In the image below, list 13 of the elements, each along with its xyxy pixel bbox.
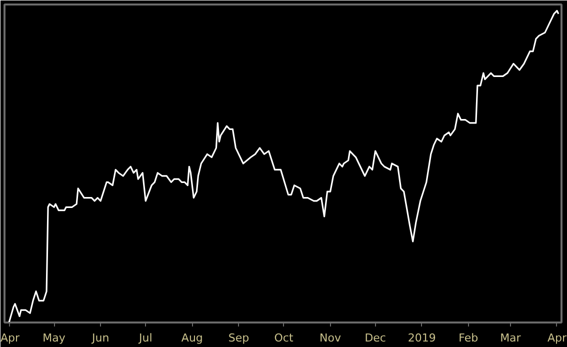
x-tick-label: Oct <box>274 332 294 344</box>
x-tick-label: Nov <box>320 332 342 344</box>
x-tick-label: Feb <box>458 332 478 344</box>
x-tick-label: Aug <box>181 332 203 344</box>
x-tick-label: Sep <box>228 332 250 344</box>
x-tick-label: May <box>42 332 66 344</box>
x-tick-label: 2019 <box>408 332 436 344</box>
x-tick-label: Apr <box>547 332 567 344</box>
x-tick-label: Mar <box>500 332 522 344</box>
x-tick-label: Dec <box>364 332 386 344</box>
x-tick-label: Jul <box>138 332 152 344</box>
x-tick-label: Apr <box>0 332 20 344</box>
x-tick-label: Jun <box>90 332 110 344</box>
